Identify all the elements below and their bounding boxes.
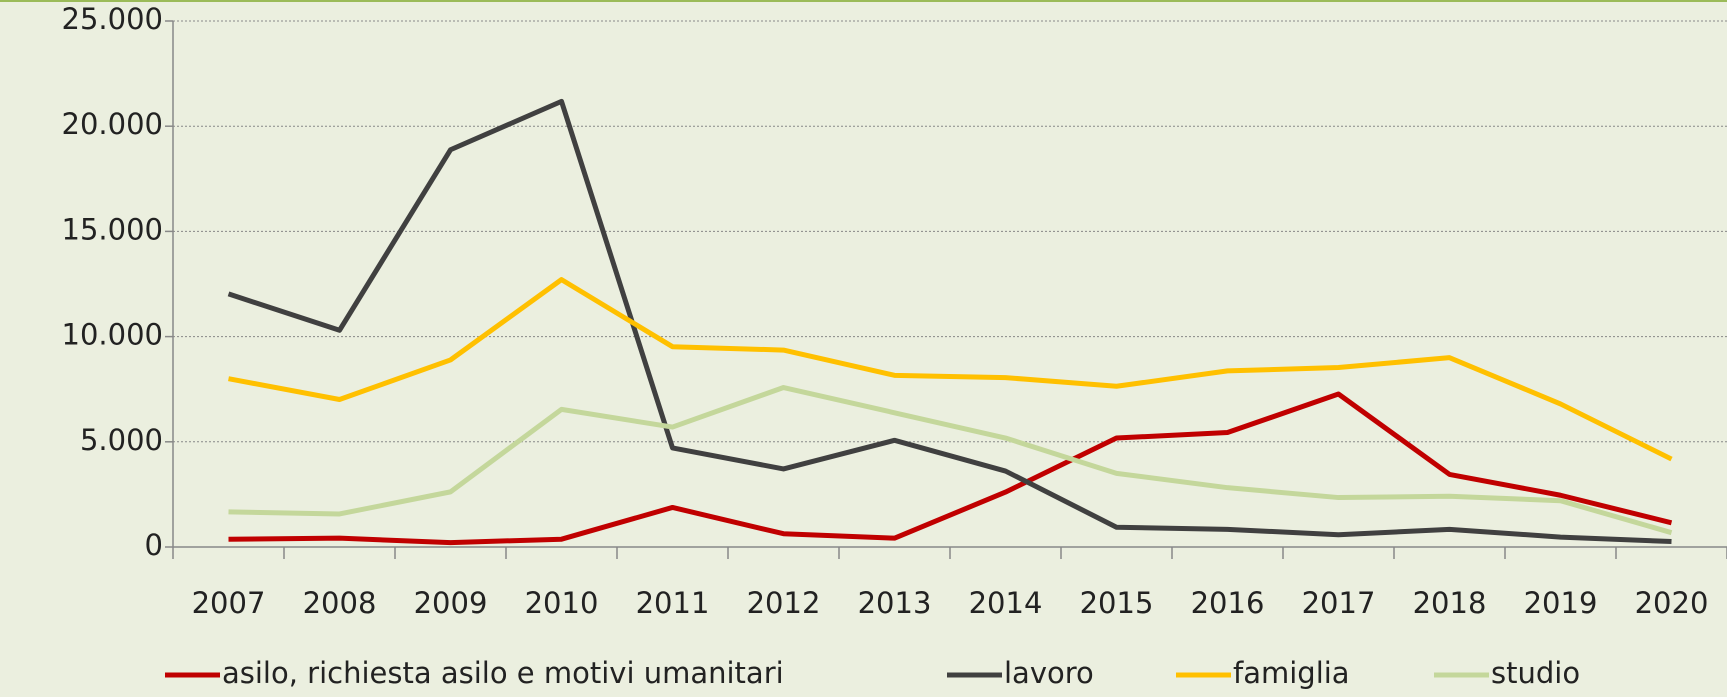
x-tick-label: 2011 xyxy=(636,586,710,620)
x-tick-label: 2012 xyxy=(747,586,821,620)
series-line xyxy=(228,385,1673,536)
x-tick-label: 2017 xyxy=(1302,586,1376,620)
x-tick-label: 2015 xyxy=(1080,586,1154,620)
x-tick-label: 2016 xyxy=(1191,586,1265,620)
x-tick-label: 2019 xyxy=(1524,586,1598,620)
x-tick-label: 2009 xyxy=(414,586,488,620)
y-tick-label: 25.000 xyxy=(62,2,163,36)
y-tick-label: 0 xyxy=(145,528,163,562)
y-tick-label: 5.000 xyxy=(80,423,163,457)
x-tick-label: 2010 xyxy=(525,586,599,620)
x-tick-label: 2018 xyxy=(1413,586,1487,620)
legend-label: lavoro xyxy=(1004,656,1094,690)
legend-label: asilo, richiesta asilo e motivi umanitar… xyxy=(222,656,784,690)
x-tick-label: 2014 xyxy=(969,586,1043,620)
x-tick-label: 2013 xyxy=(858,586,932,620)
x-tick-label: 2020 xyxy=(1635,586,1709,620)
series-line xyxy=(228,391,1673,546)
x-tick-label: 2007 xyxy=(192,586,266,620)
y-tick-label: 15.000 xyxy=(62,212,163,246)
y-tick-label: 20.000 xyxy=(62,107,163,141)
legend-label: studio xyxy=(1491,656,1580,690)
series-line xyxy=(228,277,1673,462)
y-tick-label: 10.000 xyxy=(62,318,163,352)
legend-label: famiglia xyxy=(1233,656,1350,690)
x-tick-label: 2008 xyxy=(303,586,377,620)
series-line xyxy=(227,98,1672,545)
